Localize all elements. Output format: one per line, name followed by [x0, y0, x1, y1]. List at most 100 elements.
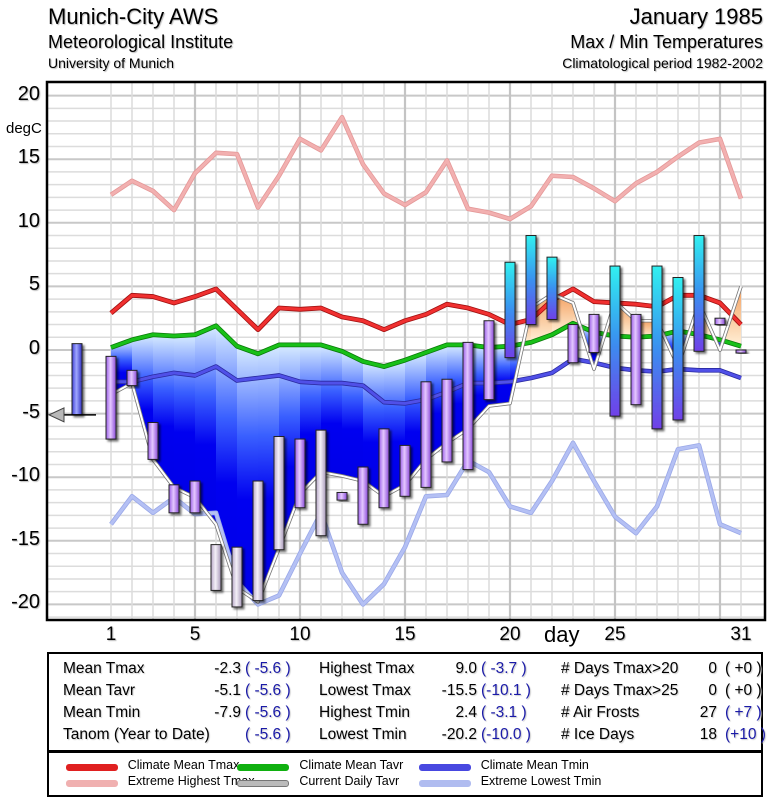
day-bar — [588, 313, 600, 354]
legend-label: Climate Mean Tmax — [127, 758, 240, 772]
stat-label: Mean Tmin — [63, 704, 141, 721]
legend-swatch-icon — [418, 780, 471, 787]
stat-label: # Days Tmax>20 — [561, 660, 679, 677]
x-tick-label: 1 — [105, 624, 117, 645]
chart-subtitle: Max / Min Temperatures — [570, 32, 763, 52]
legend-label: Climate Mean Tavr — [299, 758, 404, 772]
month-title: January 1985 — [629, 4, 763, 29]
legend-label: Extreme Lowest Tmin — [480, 774, 602, 788]
extreme-highest-tmax-line — [110, 115, 743, 221]
day-bar — [441, 378, 453, 463]
stat-row: # Days Tmax>25 0 ( +0 ) — [49, 682, 762, 702]
stat-label: Highest Tmin — [319, 704, 411, 721]
day-bar — [630, 313, 642, 406]
legend-swatch-icon — [237, 780, 290, 787]
stat-anomaly: (-10.0 ) — [481, 726, 531, 743]
x-axis-label: day — [544, 622, 580, 647]
stat-row: Mean Tavr -5.1( -5.6 ) — [49, 682, 761, 702]
legend-label: Climate Mean Tmin — [480, 758, 589, 772]
legend-label: Current Daily Tavr — [299, 774, 400, 788]
y-tick-label: 5 — [28, 273, 40, 296]
legend-item: Climate Mean Tmin — [418, 758, 589, 774]
legend-swatch-icon — [418, 764, 471, 771]
legend-item: Extreme Lowest Tmin — [418, 774, 601, 790]
day-bar — [336, 491, 348, 501]
stat-anomaly: ( -5.6 ) — [245, 682, 291, 699]
y-tick-label: 0 — [28, 337, 40, 359]
day-bar — [189, 480, 201, 514]
day-bar — [210, 544, 222, 591]
stat-anomaly: (-10.1 ) — [481, 682, 531, 699]
y-tick-label: -20 — [11, 591, 40, 614]
legend-swatch-icon — [237, 764, 290, 771]
day-bar — [294, 438, 306, 509]
stat-value: 2.4 — [455, 704, 477, 721]
y-axis-unit: degC — [6, 120, 42, 137]
stat-anomaly: ( -3.1 ) — [481, 704, 527, 721]
legend-item: Climate Mean Tavr — [237, 758, 407, 774]
day-bar — [126, 369, 138, 387]
period-label: Climatological period 1982-2002 — [562, 55, 763, 71]
day-bar — [399, 444, 411, 497]
y-tick-label: 15 — [17, 146, 40, 169]
stat-value: 0 — [708, 682, 717, 699]
anomaly-segment — [342, 351, 363, 482]
day-bar — [231, 546, 243, 608]
university-title: University of Munich — [48, 55, 175, 71]
x-tick-label: 31 — [730, 624, 752, 645]
y-tick-label: 20 — [17, 82, 40, 105]
day-bar — [504, 261, 516, 359]
day-bar — [609, 265, 621, 417]
temperature-chart — [45, 80, 767, 622]
stat-anomaly: ( +0 ) — [725, 682, 762, 699]
stat-anomaly: ( +7 ) — [725, 704, 762, 721]
stat-anomaly: ( +0 ) — [725, 660, 762, 677]
ytd-arrow-icon — [47, 407, 65, 423]
stat-label: # Air Frosts — [561, 704, 640, 721]
y-tick-label: 10 — [17, 209, 40, 232]
stat-value: -5.1 — [214, 682, 241, 699]
day-bar — [315, 429, 327, 537]
day-bar — [357, 466, 369, 525]
legend-item: Current Daily Tavr — [237, 774, 407, 790]
stat-value: -7.9 — [214, 704, 241, 721]
stat-value: -20.2 — [441, 726, 477, 743]
x-tick-label: 5 — [189, 624, 201, 645]
stat-label: Lowest Tmin — [319, 726, 407, 743]
station-title: Munich-City AWS — [48, 4, 219, 29]
stat-anomaly: ( -5.6 ) — [245, 726, 291, 743]
stat-row: # Days Tmax>20 0 ( +0 ) — [49, 660, 762, 680]
day-bar — [672, 276, 684, 421]
statistics-panel: Mean Tmax -2.3( -5.6 ) Mean Tavr -5.1( -5.6… — [47, 652, 766, 752]
stat-row: Lowest Tmax -15.5 (-10.1 ) — [49, 682, 761, 702]
stat-value: -15.5 — [441, 682, 477, 699]
day-bar — [651, 265, 663, 430]
daily-bars — [105, 235, 747, 608]
stat-row: # Ice Days 18 (+10 ) — [49, 726, 766, 746]
day-bar — [273, 435, 285, 551]
stat-row: Lowest Tmin -20.2 (-10.0 ) — [49, 726, 761, 746]
stat-row: Mean Tmin -7.9( -5.6 ) — [49, 704, 761, 724]
stat-label: Highest Tmax — [319, 660, 415, 677]
day-bar — [105, 355, 117, 440]
year-to-date-marker — [47, 343, 96, 423]
day-bar — [525, 235, 537, 326]
stat-anomaly: ( -3.7 ) — [481, 660, 527, 677]
stat-value: 0 — [708, 660, 717, 677]
y-tick-label: -15 — [11, 527, 40, 550]
previous-month-bar — [71, 343, 83, 416]
day-bar — [147, 422, 159, 460]
stat-label: Tanom (Year to Date) — [63, 726, 210, 743]
stat-value: 18 — [699, 726, 717, 743]
stat-row: Mean Tmax -2.3( -5.6 ) — [49, 660, 761, 680]
stat-label: # Ice Days — [561, 726, 635, 743]
day-bar — [546, 256, 558, 320]
x-tick-label: 10 — [289, 624, 311, 645]
stat-value: -2.3 — [214, 660, 241, 677]
day-bar — [420, 381, 432, 488]
stat-label: # Days Tmax>25 — [561, 682, 679, 699]
legend-item: Climate Mean Tmax — [65, 758, 239, 774]
anomaly-segment — [174, 334, 195, 498]
day-bar — [735, 349, 747, 354]
stat-row: Tanom (Year to Date) ( -5.6 ) — [49, 726, 761, 746]
